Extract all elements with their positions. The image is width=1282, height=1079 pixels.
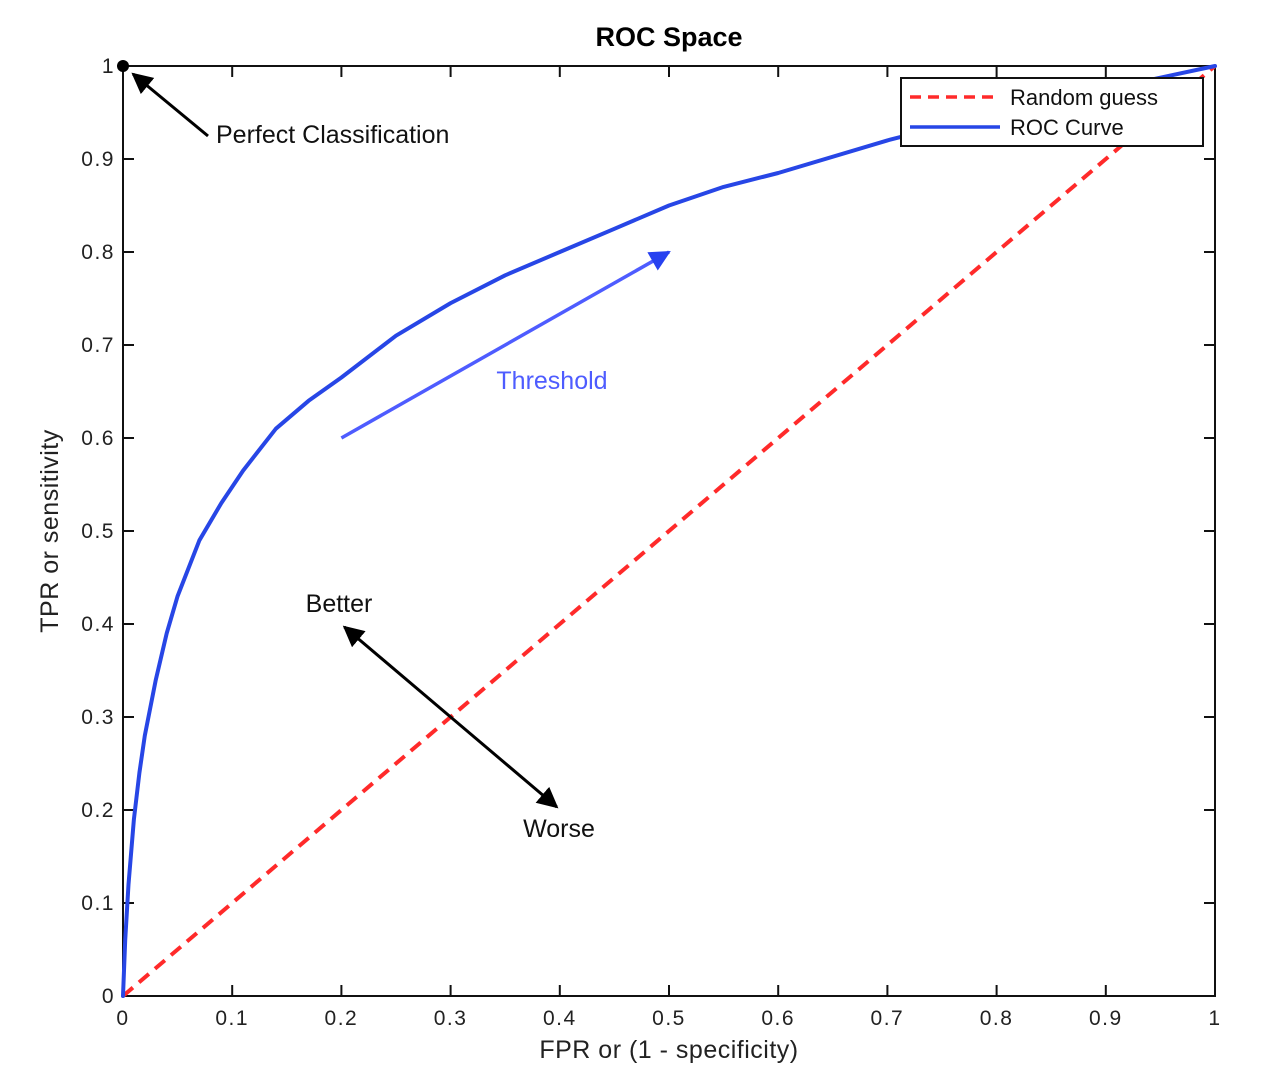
y-tick-label: 0.8 <box>81 241 115 264</box>
worse-arrow <box>449 715 559 809</box>
y-tick-label: 0.4 <box>81 613 115 636</box>
x-tick-labels: 0 0.1 0.2 0.3 0.4 0.5 0.6 0.7 0.8 0.9 1 <box>116 1007 1221 1030</box>
y-tick-label: 0.5 <box>81 520 115 543</box>
y-axis-label: TPR or sensitivity <box>36 429 64 632</box>
perfect-classification-point <box>117 60 129 72</box>
x-tick-label: 0.7 <box>871 1007 905 1030</box>
y-tick-label: 0.2 <box>81 799 115 822</box>
y-tick-label: 0.7 <box>81 334 115 357</box>
y-tick-label: 0 <box>102 985 115 1008</box>
threshold-label: Threshold <box>496 367 607 395</box>
worse-label: Worse <box>523 815 595 843</box>
x-tick-label: 0.9 <box>1089 1007 1123 1030</box>
plot-area: 0 0.1 0.2 0.3 0.4 0.5 0.6 0.7 0.8 0.9 1 0 0.1 0.2 0.3… <box>81 55 1221 1030</box>
y-tick-label: 1 <box>102 55 115 78</box>
series-line-roc-curve <box>121 64 1217 998</box>
annotation-layer: Perfect Classification Threshold Better Wor… <box>117 60 671 843</box>
series-layer <box>121 64 1217 998</box>
x-tick-label: 0.5 <box>652 1007 686 1030</box>
x-tick-label: 0.8 <box>980 1007 1014 1030</box>
x-tick-label: 0 <box>116 1007 129 1030</box>
x-tick-label: 0.6 <box>761 1007 795 1030</box>
x-tick-label: 0.2 <box>325 1007 359 1030</box>
y-tick-label: 0.9 <box>81 148 115 171</box>
perfect-classification-label: Perfect Classification <box>216 121 449 149</box>
legend-label-random-guess: Random guess <box>1010 85 1158 110</box>
x-axis-label: FPR or (1 - specificity) <box>539 1036 798 1064</box>
x-tick-label: 0.1 <box>215 1007 249 1030</box>
perfect-classification-arrow <box>131 72 209 138</box>
threshold-arrow <box>340 250 671 440</box>
series-line-random-guess <box>121 64 1217 998</box>
better-arrow <box>342 625 452 719</box>
legend-label-roc-curve: ROC Curve <box>1010 115 1124 140</box>
legend-box <box>900 77 1204 147</box>
better-label: Better <box>306 590 373 618</box>
legend: Random guess ROC Curve <box>900 77 1204 147</box>
y-tick-labels: 0 0.1 0.2 0.3 0.4 0.5 0.6 0.7 0.8 0.9 1 <box>81 55 115 1008</box>
x-tick-label: 0.3 <box>434 1007 468 1030</box>
y-tick-label: 0.3 <box>81 706 115 729</box>
x-tick-label: 1 <box>1208 1007 1221 1030</box>
y-tick-label: 0.6 <box>81 427 115 450</box>
y-tick-label: 0.1 <box>81 892 115 915</box>
x-tick-label: 0.4 <box>543 1007 577 1030</box>
chart-title: ROC Space <box>595 22 742 52</box>
